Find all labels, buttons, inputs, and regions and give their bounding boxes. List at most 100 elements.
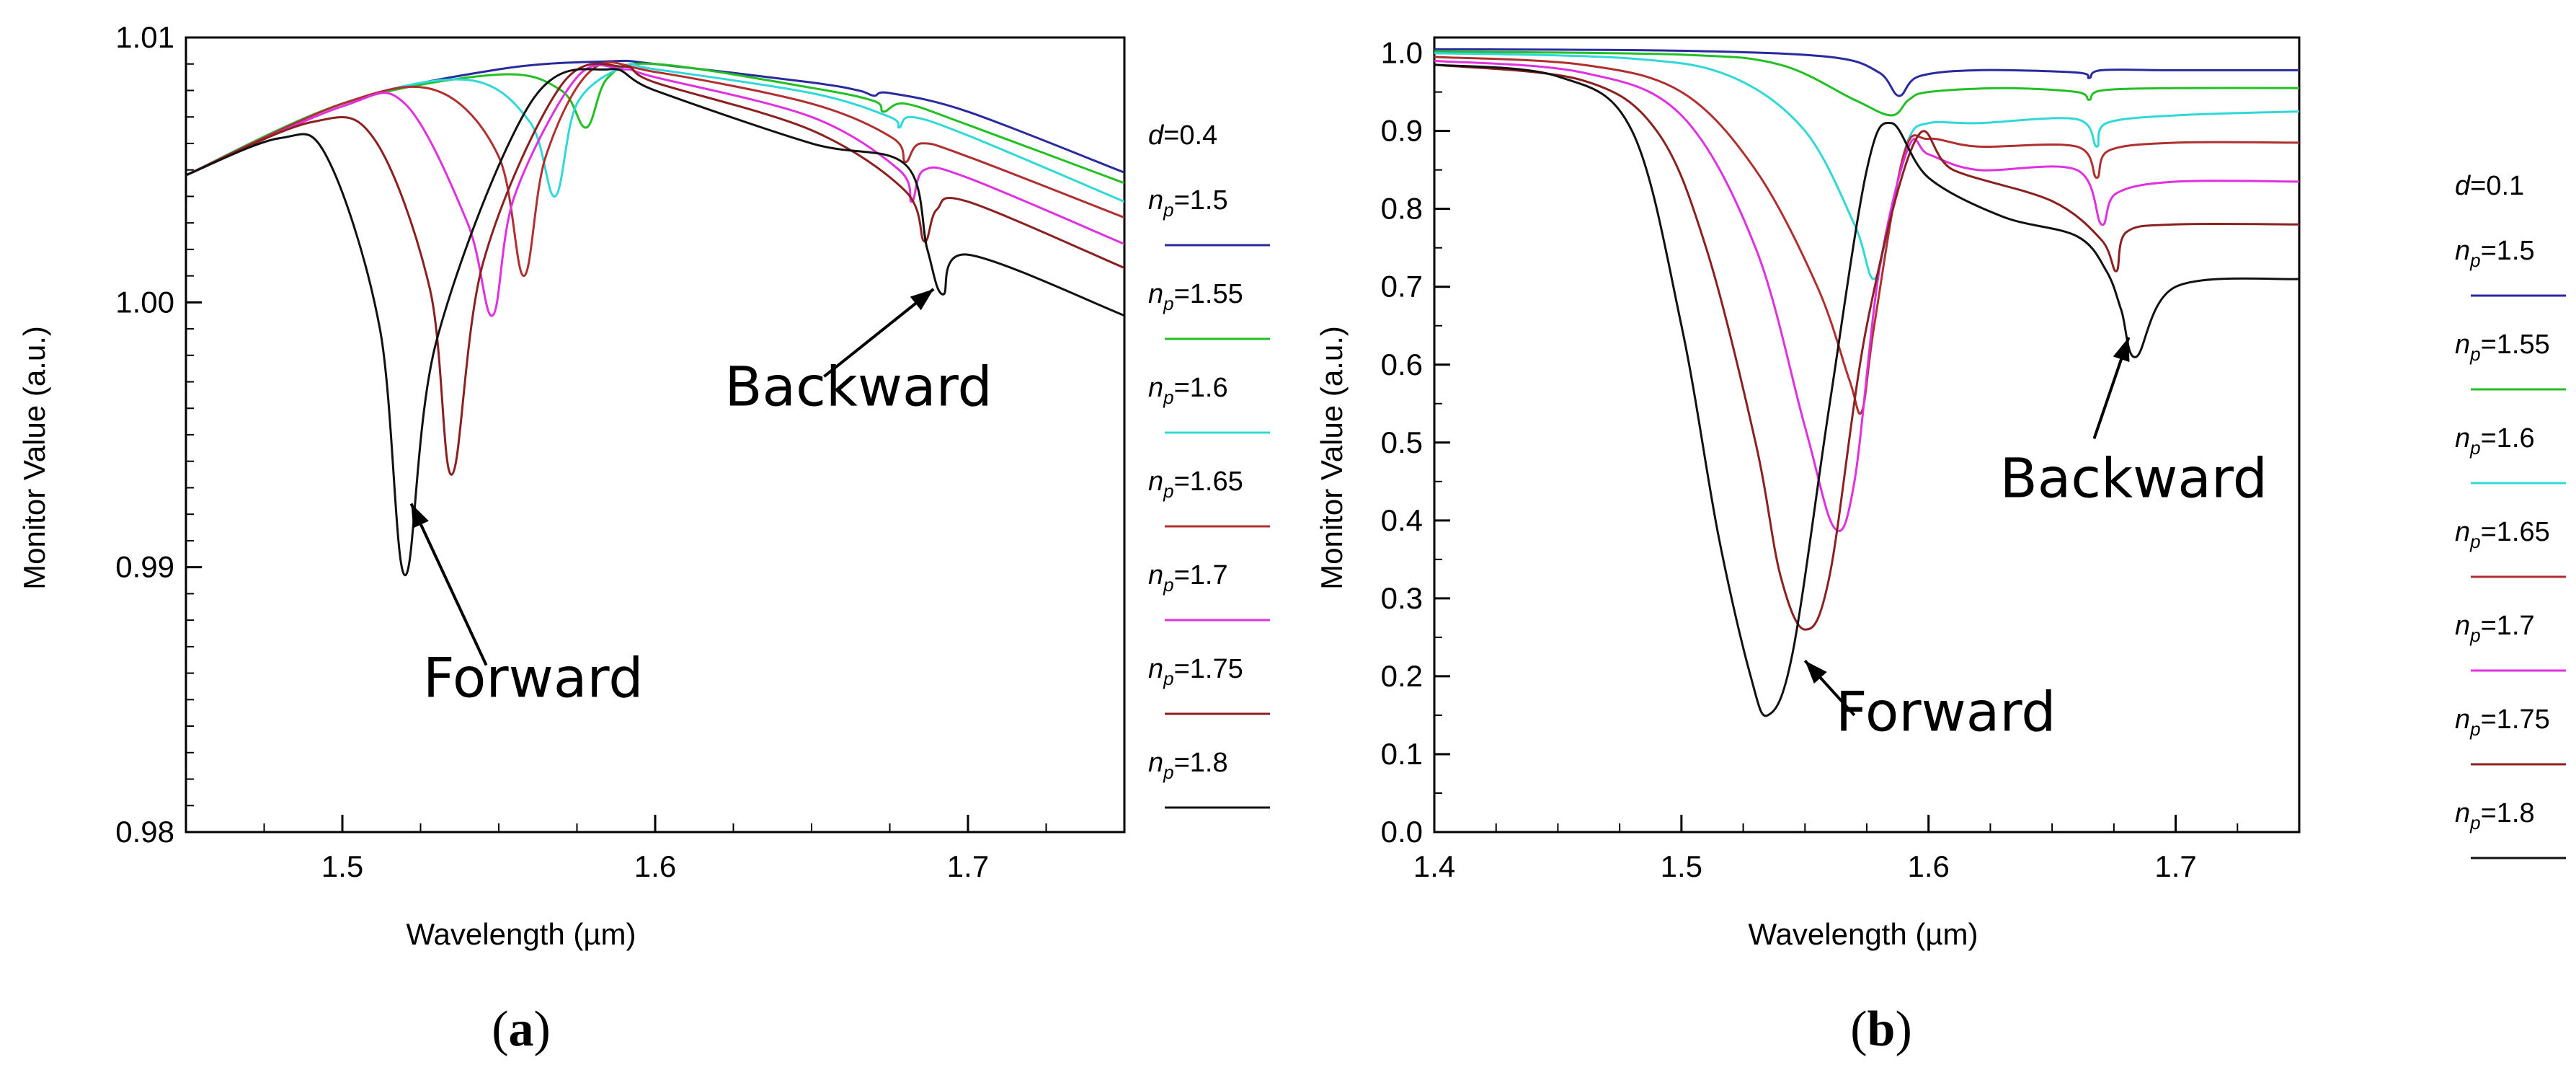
annotation-label: Forward (1836, 680, 2056, 744)
legend-label-sub: p (1163, 668, 1173, 689)
legend-label: np=1.8 (1148, 748, 1228, 783)
x-tick-label: 1.6 (1908, 849, 1950, 883)
legend-title-var: d (2455, 171, 2471, 201)
y-tick-label: 0.6 (1381, 348, 1423, 381)
legend-label-value: =1.65 (1174, 467, 1243, 497)
legend-label-var: n (1148, 654, 1163, 684)
legend-label: np=1.8 (2455, 798, 2535, 834)
caption-close-paren: ) (1895, 1002, 1911, 1057)
y-tick-label: 1.00 (115, 285, 174, 319)
caption-a: (a) (492, 1002, 551, 1057)
legend-label: np=1.7 (2455, 611, 2535, 646)
series-line (186, 61, 1124, 278)
x-tick-label: 1.5 (321, 849, 363, 883)
legend-title: d=0.4 (1148, 120, 1217, 151)
annotation-label: Backward (724, 355, 992, 419)
series-line (1434, 50, 2299, 117)
caption-close-paren: ) (534, 1002, 551, 1057)
series-line (186, 68, 1124, 577)
series-line (1434, 56, 2299, 415)
legend-label-sub: p (1163, 574, 1173, 596)
legend-label-value: =1.55 (2481, 330, 2550, 360)
legend: d=0.1np=1.5np=1.55np=1.6np=1.65np=1.7np=… (2455, 171, 2566, 859)
legend-label-var: n (1148, 279, 1163, 309)
legend-label-value: =1.7 (1174, 560, 1228, 591)
legend-label-value: =1.5 (1174, 185, 1228, 216)
x-tick-label: 1.4 (1413, 849, 1455, 883)
series-group (1434, 48, 2299, 717)
annotation-arrow-head (910, 288, 934, 311)
legend-label-value: =1.75 (1174, 654, 1243, 684)
legend-label-sub: p (1163, 386, 1173, 408)
series-line (1434, 63, 2299, 631)
series-line (186, 62, 1124, 476)
legend-label-sub: p (2469, 812, 2480, 834)
annotation-arrow-head (1805, 660, 1827, 684)
legend-label: np=1.65 (1148, 467, 1243, 502)
legend-label: np=1.65 (2455, 517, 2550, 552)
legend-label-var: n (1148, 185, 1163, 216)
legend-label-sub: p (2469, 531, 2480, 552)
legend-label-var: n (2455, 798, 2470, 828)
y-tick-label: 0.3 (1381, 581, 1423, 615)
x-tick-label: 1.6 (634, 849, 676, 883)
caption-letter: a (509, 1002, 534, 1057)
y-tick-label: 1.01 (115, 20, 174, 54)
legend-label-sub: p (1163, 293, 1173, 314)
legend-label-value: =1.55 (1174, 279, 1243, 309)
plot-area-b: 0.0 0.1 0.2 0.3 0.4 0.5 0.6 0.7 0.8 0.9 1.0 1.4 1.5 1… (1381, 36, 2566, 883)
plot-area-a: 0.98 0.99 1.00 1.01 1.5 1.6 1.7 Backward Forward… (115, 20, 1270, 883)
legend-label: np=1.75 (2455, 704, 2550, 740)
series-line (1434, 59, 2299, 532)
series-line (1434, 63, 2299, 717)
series-line (186, 62, 1124, 185)
caption-open-paren: ( (1850, 1002, 1867, 1057)
legend-label-var: n (2455, 704, 2470, 735)
annotation-arrow-head (2113, 337, 2130, 363)
legend-label-var: n (1148, 748, 1163, 778)
x-tick-label: 1.5 (1661, 849, 1702, 883)
y-tick-label: 0.9 (1381, 114, 1423, 148)
legend-label: np=1.5 (1148, 185, 1228, 221)
panel-b: 0.0 0.1 0.2 0.3 0.4 0.5 0.6 0.7 0.8 0.9 1.0 1.4 1.5 1… (1315, 36, 2566, 1057)
legend-label: np=1.6 (2455, 423, 2535, 459)
x-tick-label: 1.7 (2154, 849, 2196, 883)
legend-label: np=1.6 (1148, 373, 1228, 408)
legend-label: np=1.55 (2455, 330, 2550, 365)
y-tick-label: 1.0 (1381, 36, 1423, 70)
legend-label-value: =1.6 (2481, 423, 2535, 454)
legend-label-sub: p (2469, 437, 2480, 459)
y-tick-label: 0.7 (1381, 270, 1423, 304)
legend-title-value: =0.4 (1163, 120, 1217, 151)
legend-title: d=0.1 (2455, 171, 2524, 201)
legend-label: np=1.75 (1148, 654, 1243, 689)
annotation-arrow-head (411, 503, 429, 529)
legend-label-sub: p (2469, 624, 2480, 646)
y-tick-label: 0.0 (1381, 815, 1423, 849)
series-group (186, 59, 1124, 577)
legend-label-var: n (2455, 330, 2470, 360)
panel-a: 0.98 0.99 1.00 1.01 1.5 1.6 1.7 Backward Forward… (17, 20, 1270, 1057)
legend-label: np=1.55 (1148, 279, 1243, 314)
x-axis-label-a: Wavelength (µm) (406, 917, 636, 951)
y-tick-label: 0.98 (115, 815, 174, 849)
legend-label: np=1.5 (2455, 236, 2535, 271)
legend-label-var: n (1148, 467, 1163, 497)
legend-label-var: n (2455, 517, 2470, 547)
y-tick-label: 0.1 (1381, 737, 1423, 771)
y-axis-label-b: Monitor Value (a.u.) (1315, 326, 1349, 590)
legend: d=0.4np=1.5np=1.55np=1.6np=1.65np=1.7np=… (1148, 120, 1270, 809)
caption-letter: b (1867, 1002, 1896, 1057)
legend-title-var: d (1148, 120, 1165, 151)
annotation-label: Forward (423, 646, 644, 710)
legend-label-value: =1.65 (2481, 517, 2550, 547)
caption-open-paren: ( (492, 1002, 508, 1057)
caption-b: (b) (1850, 1002, 1912, 1057)
legend-label-sub: p (1163, 761, 1173, 783)
legend-label-value: =1.7 (2481, 611, 2535, 641)
y-axis-label-a: Monitor Value (a.u.) (17, 326, 51, 590)
y-tick-label: 0.8 (1381, 192, 1423, 226)
y-tick-label: 0.5 (1381, 425, 1423, 459)
y-tick-label: 0.4 (1381, 503, 1423, 537)
